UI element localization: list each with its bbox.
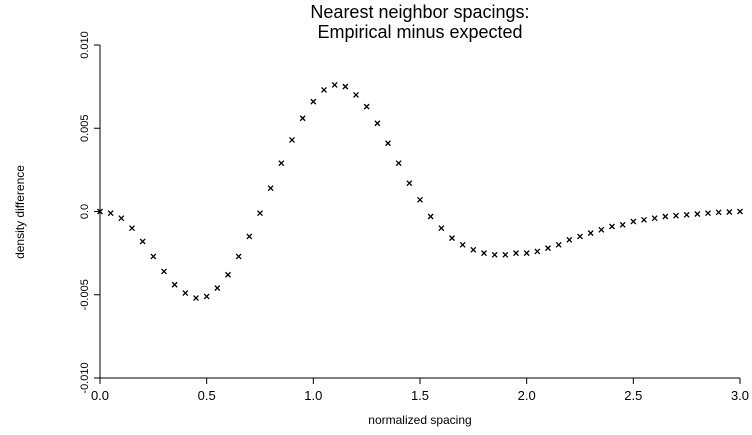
point [427, 213, 434, 220]
point [118, 215, 125, 222]
point [246, 233, 253, 240]
y-axis-label: density difference [13, 165, 27, 259]
point [737, 208, 743, 215]
point [107, 210, 114, 217]
point [651, 215, 658, 222]
point [225, 271, 231, 278]
x-tick-label: 1.5 [411, 388, 429, 403]
point [555, 241, 562, 248]
point [491, 251, 498, 258]
point [161, 268, 167, 275]
point [705, 210, 711, 217]
chart-title: Nearest neighbor spacings: [310, 2, 529, 22]
point [310, 98, 317, 105]
point [619, 221, 626, 228]
point [534, 248, 541, 255]
point [129, 225, 135, 232]
point [171, 281, 178, 288]
point [203, 293, 210, 300]
x-tick-label: 1.0 [304, 388, 322, 403]
point [694, 211, 701, 217]
x-tick-label: 0.5 [198, 388, 216, 403]
point [193, 295, 199, 302]
point [523, 250, 530, 257]
point [353, 91, 359, 98]
point [406, 180, 413, 187]
point [417, 196, 423, 203]
point [331, 82, 338, 88]
y-tick-label: 0.005 [79, 114, 91, 142]
y-tick-label: 0.010 [79, 31, 91, 59]
point [545, 245, 551, 252]
x-tick-label: 2.5 [624, 388, 642, 403]
point [587, 230, 594, 237]
point [502, 251, 509, 258]
point [459, 241, 466, 248]
point [374, 120, 381, 127]
x-axis-label: normalized spacing [368, 413, 471, 427]
y-tick-label: -0.010 [79, 362, 91, 393]
chart-subtitle: Empirical minus expected [317, 22, 522, 42]
point [470, 246, 477, 253]
point [673, 212, 679, 219]
x-tick-label: 2.0 [518, 388, 536, 403]
point [449, 235, 455, 242]
point [321, 86, 327, 93]
point [235, 253, 242, 260]
point [438, 225, 445, 232]
point [683, 211, 690, 218]
x-tick-label: 3.0 [731, 388, 749, 403]
point [566, 236, 573, 243]
x-tick-label: 0.0 [91, 388, 109, 403]
point [726, 209, 733, 215]
point [513, 250, 519, 257]
point [182, 290, 189, 297]
y-tick-label: -0.005 [79, 279, 91, 310]
point [342, 83, 349, 90]
point [662, 213, 669, 220]
point [139, 238, 146, 245]
point [609, 223, 615, 230]
point [299, 115, 306, 122]
y-tick-label: 0.0 [79, 204, 91, 219]
point [641, 216, 647, 223]
point [267, 185, 274, 192]
point [97, 208, 103, 215]
point [150, 253, 157, 260]
point [395, 160, 402, 167]
point [577, 233, 583, 240]
point [715, 209, 722, 216]
point [598, 226, 605, 233]
point [214, 285, 221, 292]
point [363, 103, 370, 110]
point [289, 136, 295, 143]
point [385, 140, 391, 147]
point [278, 160, 285, 167]
point [257, 210, 263, 217]
point [630, 218, 637, 225]
point [481, 250, 487, 257]
